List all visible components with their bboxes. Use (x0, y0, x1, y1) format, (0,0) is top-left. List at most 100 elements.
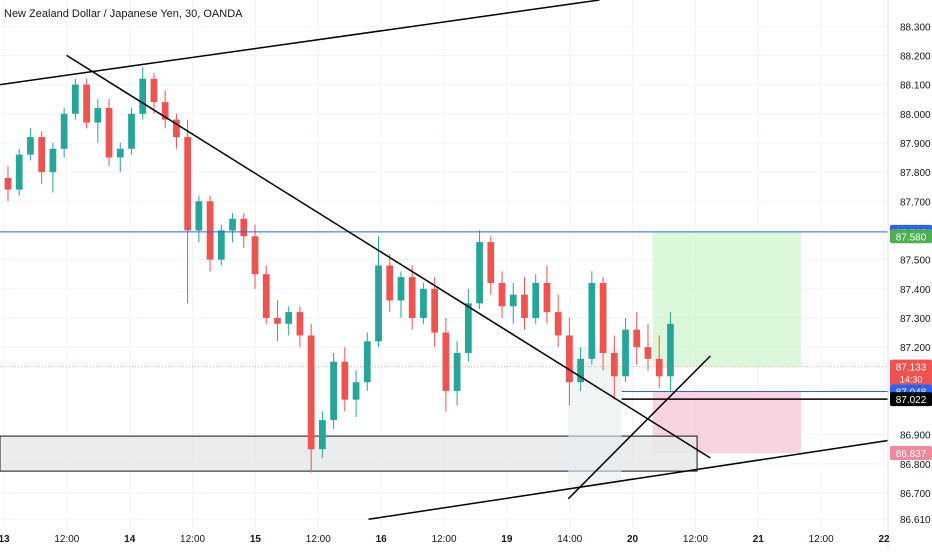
y-tick-label: 86.700 (900, 489, 931, 500)
candle-body[interactable] (49, 148, 57, 173)
candle-body[interactable] (206, 201, 214, 260)
candle-body[interactable] (554, 312, 562, 336)
candle-body[interactable] (27, 137, 34, 155)
y-tick-label: 86.800 (900, 460, 931, 471)
price-label-bg (890, 359, 932, 386)
y-tick-label: 87.300 (900, 314, 931, 325)
price-label-countdown: 14:30 (900, 375, 923, 385)
x-tick-label: 12:00 (180, 534, 205, 545)
candle-body[interactable] (509, 294, 517, 307)
candle-body[interactable] (262, 274, 270, 318)
candle-body[interactable] (420, 288, 427, 318)
price-label-bg (890, 446, 932, 461)
price-label: 87.580 (896, 232, 927, 243)
trendline[interactable] (0, 0, 600, 86)
candle-body[interactable] (330, 361, 337, 421)
x-tick-label: 12:00 (683, 534, 708, 545)
candles-layer[interactable] (4, 67, 674, 473)
candle-body[interactable] (105, 107, 113, 158)
trendline[interactable] (567, 355, 711, 500)
candle-body[interactable] (296, 312, 304, 336)
price-label-bg (890, 229, 932, 244)
y-tick-label: 87.800 (900, 168, 931, 179)
price-label: 87.022 (896, 395, 927, 406)
candle-body[interactable] (217, 230, 225, 260)
candle-body[interactable] (38, 137, 46, 173)
x-tick-label: 19 (501, 534, 513, 545)
candle-body[interactable] (60, 113, 68, 149)
candle-body[interactable] (285, 312, 293, 324)
trendline[interactable] (66, 54, 711, 459)
candle-body[interactable] (173, 119, 180, 138)
candle-body[interactable] (566, 335, 573, 383)
candle-body[interactable] (375, 265, 382, 342)
candle-body[interactable] (251, 236, 259, 275)
zones-layer (0, 231, 801, 488)
candle-body[interactable] (633, 329, 641, 348)
x-tick-label: 16 (376, 534, 388, 545)
candle-body[interactable] (307, 335, 315, 450)
candle-body[interactable] (476, 242, 483, 304)
candle-body[interactable] (4, 177, 12, 190)
candle-body[interactable] (644, 347, 652, 359)
candle-body[interactable] (229, 218, 236, 231)
candle-body[interactable] (274, 317, 281, 324)
y-tick-label: 86.900 (900, 431, 931, 442)
trendline[interactable] (368, 439, 889, 520)
candle-body[interactable] (532, 282, 540, 318)
candle-body[interactable] (464, 303, 472, 353)
candle-body[interactable] (363, 341, 371, 383)
candle-body[interactable] (667, 323, 674, 377)
candle-body[interactable] (319, 420, 326, 450)
candle-body[interactable] (341, 361, 349, 400)
candle-body[interactable] (94, 107, 102, 123)
price-label-bg (890, 392, 932, 407)
candle-body[interactable] (442, 332, 450, 391)
y-tick-label: 86.610 (900, 515, 931, 526)
x-tick-label: 12:00 (54, 534, 79, 545)
candle-body[interactable] (184, 137, 192, 231)
x-tick-label: 14 (124, 534, 136, 545)
y-tick-label: 87.200 (900, 343, 931, 354)
candle-body[interactable] (453, 352, 461, 391)
candle-body[interactable] (71, 84, 79, 114)
y-tick-label: 88.200 (900, 51, 931, 62)
candle-body[interactable] (240, 218, 248, 237)
candle-body[interactable] (397, 277, 405, 301)
x-tick-label: 22 (878, 534, 890, 545)
candle-body[interactable] (577, 358, 584, 383)
x-tick-label: 14:00 (557, 534, 582, 545)
lines-layer[interactable] (0, 0, 889, 520)
candle-body[interactable] (139, 78, 147, 114)
candle-body[interactable] (543, 282, 551, 313)
candle-body[interactable] (408, 277, 416, 318)
candle-body[interactable] (83, 84, 90, 123)
candle-body[interactable] (655, 358, 663, 377)
candle-body[interactable] (498, 282, 506, 307)
candle-body[interactable] (622, 329, 629, 377)
target-zone[interactable] (652, 231, 801, 367)
candle-body[interactable] (150, 78, 158, 103)
candle-body[interactable] (521, 294, 528, 318)
candle-body[interactable] (610, 352, 618, 377)
candle-body[interactable] (195, 201, 203, 231)
x-axis[interactable]: 13 12:00 14 12:00 15 12:00 16 12:00 19 14:00 20 12:… (0, 534, 890, 545)
candle-body[interactable] (352, 382, 360, 400)
candle-body[interactable] (161, 102, 169, 120)
x-tick-label: 12:00 (431, 534, 456, 545)
candle-body[interactable] (15, 154, 23, 190)
y-axis[interactable]: 88.300 88.200 88.100 88.000 87.900 87.800 87.7… (887, 0, 931, 550)
candle-body[interactable] (599, 282, 607, 353)
candle-body[interactable] (116, 148, 124, 158)
candle-body[interactable] (386, 265, 394, 301)
x-tick-label: 13 (0, 534, 10, 545)
y-tick-label: 87.400 (900, 285, 931, 296)
candle-body[interactable] (487, 242, 495, 283)
candle-body[interactable] (431, 288, 439, 333)
y-tick-label: 87.900 (900, 139, 931, 150)
y-tick-label: 88.000 (900, 110, 931, 121)
candle-body[interactable] (128, 113, 135, 149)
candle-body[interactable] (588, 282, 596, 359)
